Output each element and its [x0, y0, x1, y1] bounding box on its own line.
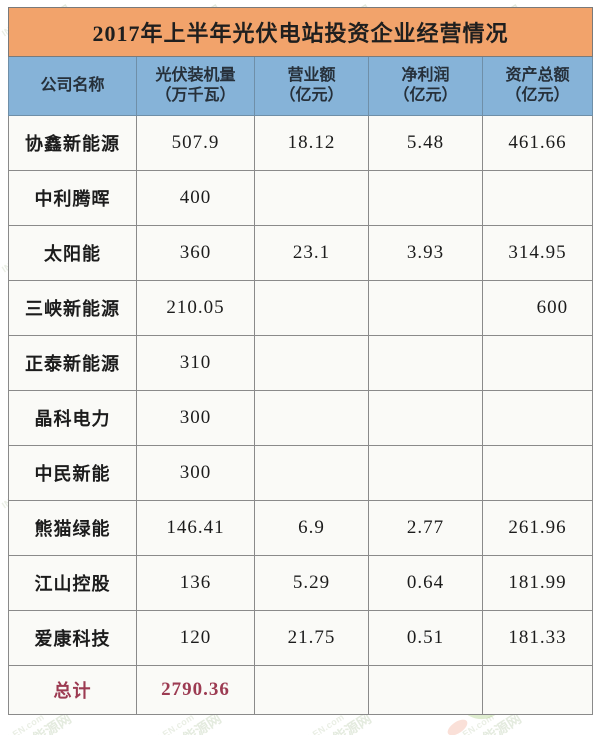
column-header-line1-4: 资产总额 — [505, 67, 570, 84]
total-capacity: 2790.36 — [136, 665, 255, 715]
profit-value: 3.93 — [368, 225, 483, 281]
capacity-value: 146.41 — [136, 500, 255, 556]
assets-value: 461.66 — [481, 115, 594, 171]
assets-value: 261.96 — [481, 500, 594, 556]
total-assets — [481, 665, 594, 715]
assets-value: 181.99 — [481, 555, 594, 611]
revenue-value — [254, 445, 369, 501]
column-header-line1-3: 净利润 — [401, 67, 450, 84]
assets-value: 600 — [481, 280, 594, 336]
company-name: 江山控股 — [8, 555, 137, 611]
column-header-line1-2: 营业额 — [287, 67, 336, 84]
total-label: 总计 — [8, 665, 137, 715]
company-name: 中利腾晖 — [8, 170, 137, 226]
company-name: 三峡新能源 — [8, 280, 137, 336]
table-row: 江山控股 136 5.29 0.64 181.99 — [8, 555, 594, 611]
capacity-value: 400 — [136, 170, 255, 226]
company-name: 正泰新能源 — [8, 335, 137, 391]
revenue-value: 5.29 — [254, 555, 369, 611]
table-row: 晶科电力 300 — [8, 390, 594, 446]
total-profit — [368, 665, 483, 715]
revenue-value — [254, 280, 369, 336]
column-header-1: 光伏装机量 （万千瓦） — [136, 56, 255, 116]
company-name: 熊猫绿能 — [8, 500, 137, 556]
table-row: 爱康科技 120 21.75 0.51 181.33 — [8, 610, 594, 666]
revenue-value — [254, 335, 369, 391]
assets-value: 314.95 — [481, 225, 594, 281]
capacity-value: 300 — [136, 390, 255, 446]
column-header-2: 营业额 （亿元） — [254, 56, 369, 116]
capacity-value: 310 — [136, 335, 255, 391]
column-header-line2-3: （亿元） — [393, 87, 458, 104]
assets-value — [481, 445, 594, 501]
assets-value — [481, 335, 594, 391]
company-name: 协鑫新能源 — [8, 115, 137, 171]
capacity-value: 360 — [136, 225, 255, 281]
column-header-line2-1: （万千瓦） — [155, 87, 236, 104]
revenue-value: 23.1 — [254, 225, 369, 281]
profit-value — [368, 445, 483, 501]
profit-value — [368, 170, 483, 226]
assets-value — [481, 390, 594, 446]
table-row: 中利腾晖 400 — [8, 170, 594, 226]
header-row: 公司名称 光伏装机量 （万千瓦） 营业额 （亿元） 净利润 （亿元） 资产总额 （亿元） — [8, 56, 594, 116]
solar-company-table: 2017年上半年光伏电站投资企业经营情况公司名称 光伏装机量 （万千瓦） 营业额 （亿元… — [7, 7, 594, 715]
capacity-value: 136 — [136, 555, 255, 611]
column-header-line2-4: （亿元） — [505, 87, 570, 104]
table-row: 协鑫新能源 507.9 18.12 5.48 461.66 — [8, 115, 594, 171]
total-revenue — [254, 665, 369, 715]
revenue-value — [254, 390, 369, 446]
column-header-4: 资产总额 （亿元） — [481, 56, 594, 116]
table-row: 中民新能 300 — [8, 445, 594, 501]
company-name: 太阳能 — [8, 225, 137, 281]
capacity-value: 120 — [136, 610, 255, 666]
revenue-value — [254, 170, 369, 226]
table-row: 熊猫绿能 146.41 6.9 2.77 261.96 — [8, 500, 594, 556]
profit-value — [368, 280, 483, 336]
company-name: 中民新能 — [8, 445, 137, 501]
table-row: 正泰新能源 310 — [8, 335, 594, 391]
revenue-value: 21.75 — [254, 610, 369, 666]
profit-value — [368, 335, 483, 391]
column-header-line1-0: 公司名称 — [40, 77, 105, 94]
table-row: 太阳能 360 23.1 3.93 314.95 — [8, 225, 594, 281]
column-header-3: 净利润 （亿元） — [368, 56, 483, 116]
company-name: 爱康科技 — [8, 610, 137, 666]
capacity-value: 300 — [136, 445, 255, 501]
profit-value: 5.48 — [368, 115, 483, 171]
profit-value: 0.51 — [368, 610, 483, 666]
capacity-value: 507.9 — [136, 115, 255, 171]
assets-value: 181.33 — [481, 610, 594, 666]
column-header-line1-1: 光伏装机量 — [155, 67, 236, 84]
capacity-value: 210.05 — [136, 280, 255, 336]
column-header-line2-2: （亿元） — [279, 87, 344, 104]
profit-value: 0.64 — [368, 555, 483, 611]
total-row: 总计 2790.36 — [8, 665, 594, 715]
assets-value — [481, 170, 594, 226]
revenue-value: 6.9 — [254, 500, 369, 556]
table-row: 三峡新能源 210.05 600 — [8, 280, 594, 336]
page-title: 2017年上半年光伏电站投资企业经营情况 — [7, 7, 594, 57]
title-row: 2017年上半年光伏电站投资企业经营情况 — [7, 7, 594, 57]
column-header-0: 公司名称 — [8, 56, 137, 116]
profit-value — [368, 390, 483, 446]
profit-value: 2.77 — [368, 500, 483, 556]
revenue-value: 18.12 — [254, 115, 369, 171]
company-name: 晶科电力 — [8, 390, 137, 446]
